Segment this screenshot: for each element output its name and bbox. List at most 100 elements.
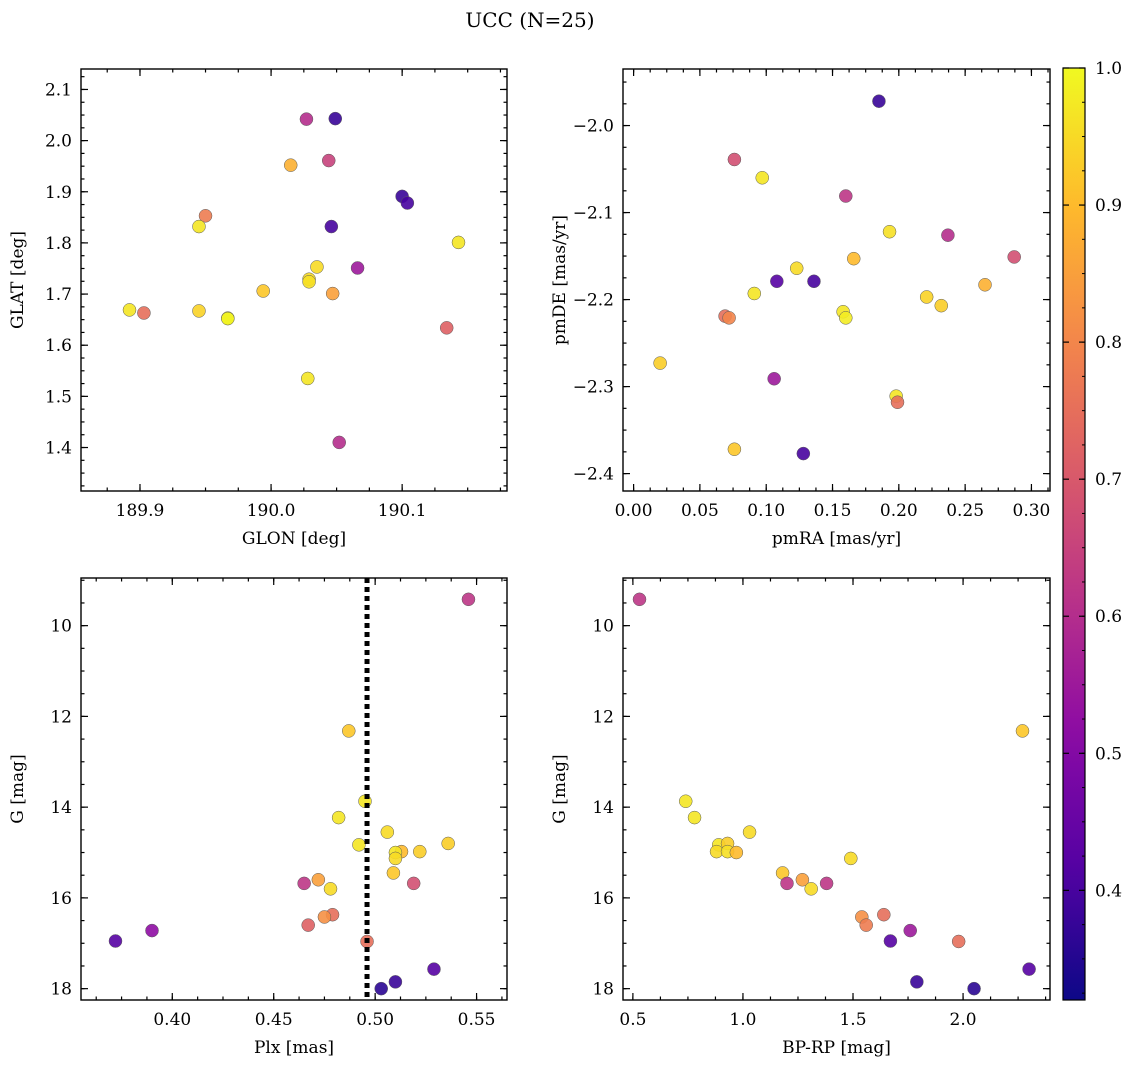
data-point: [846, 251, 861, 266]
data-point: [882, 224, 897, 239]
y-tick-label: 16: [592, 889, 614, 909]
x-tick-label: 190.1: [378, 501, 427, 521]
data-point: [910, 975, 924, 989]
data-point: [742, 825, 757, 839]
data-point: [192, 304, 206, 318]
data-point: [877, 907, 891, 922]
points: [122, 111, 466, 450]
data-point: [352, 838, 366, 852]
data-point: [678, 794, 693, 809]
x-tick-label: 0.05: [681, 501, 719, 521]
y-tick-label: 12: [592, 707, 614, 727]
colorbar-tick-label: 0.7: [1095, 470, 1122, 490]
axes-frame: [622, 68, 1051, 492]
y-tick-label: 18: [592, 980, 614, 1000]
data-point: [796, 446, 811, 461]
x-tick-label: 1.5: [839, 1010, 866, 1030]
data-point: [978, 278, 992, 292]
figure-title: UCC (N=25): [465, 8, 594, 32]
data-point: [386, 866, 401, 880]
data-point: [441, 836, 455, 851]
data-point: [256, 284, 270, 298]
data-point: [321, 153, 336, 168]
data-point: [839, 311, 853, 325]
data-point: [374, 981, 388, 996]
data-point: [332, 435, 346, 450]
data-point: [317, 910, 332, 924]
data-point: [145, 923, 159, 938]
data-point: [350, 261, 365, 275]
data-point: [890, 395, 905, 409]
data-point: [388, 851, 403, 866]
data-point: [342, 724, 356, 738]
data-point: [632, 592, 647, 607]
data-point: [767, 372, 781, 386]
x-tick-label: 0.40: [153, 1010, 191, 1030]
x-axis-label: pmRA [mas/yr]: [772, 529, 901, 549]
y-tick-label: 1.5: [45, 387, 72, 407]
x-tick-label: 2.0: [950, 1010, 977, 1030]
data-point: [872, 94, 886, 108]
data-point: [859, 918, 873, 932]
data-point: [302, 275, 316, 289]
y-tick-label: 1.6: [45, 336, 72, 356]
points: [108, 592, 476, 996]
y-tick-label: 1.9: [45, 183, 72, 203]
ticks: [81, 578, 507, 1000]
data-point: [747, 286, 762, 301]
data-point: [301, 371, 315, 386]
ticks: [623, 69, 1050, 491]
y-tick-label: 16: [50, 889, 72, 909]
ticks: [623, 578, 1050, 1000]
data-point: [653, 356, 667, 370]
y-axis-label: pmDE [mas/yr]: [550, 215, 570, 345]
data-point: [727, 442, 742, 456]
x-tick-label: 0.45: [255, 1010, 293, 1030]
x-axis-label: GLON [deg]: [242, 529, 346, 549]
data-point: [137, 306, 151, 320]
y-tick-label: −2.4: [573, 465, 614, 485]
data-point: [192, 219, 206, 234]
y-tick-label: 14: [50, 798, 72, 818]
data-point: [413, 844, 427, 859]
colorbar-tick-label: 0.6: [1095, 607, 1122, 627]
data-point: [839, 189, 853, 203]
y-tick-label: −2.2: [573, 291, 614, 311]
data-point: [755, 171, 769, 185]
x-tick-label: 1.0: [729, 1010, 756, 1030]
panel-3: 0.40 0.45 0.50 0.55 10 12 14 16 18 Plx [mas] G [ma…: [8, 577, 508, 1058]
data-point: [819, 876, 834, 891]
y-tick-label: −2.0: [573, 117, 614, 137]
panel-1: 189.9 190.0 190.1 1.4 1.5 1.6 1.7 1.8 1.9 2.0 2.1 G…: [8, 68, 508, 549]
data-point: [967, 981, 981, 996]
data-point: [323, 882, 338, 896]
colorbar-tick-label: 0.4: [1095, 881, 1122, 901]
data-point: [325, 286, 340, 301]
x-tick-label: 0.20: [880, 501, 918, 521]
y-tick-label: −2.3: [573, 378, 614, 398]
data-point: [903, 923, 917, 938]
data-point: [122, 303, 137, 317]
y-tick-label: 1.8: [45, 234, 72, 254]
data-point: [297, 876, 311, 891]
colorbar-tick-label: 0.9: [1095, 196, 1122, 216]
data-point: [770, 274, 784, 289]
x-tick-label: 190.0: [247, 501, 296, 521]
data-point: [804, 882, 818, 896]
data-point: [1022, 962, 1036, 976]
x-tick-label: 189.9: [116, 501, 165, 521]
panel-4: 0.5 1.0 1.5 2.0 10 12 14 16 18 BP-RP [mag] G [mag]: [550, 577, 1051, 1058]
data-point: [439, 321, 454, 335]
x-tick-label: 0.10: [747, 501, 785, 521]
data-point: [461, 592, 476, 607]
data-point: [388, 975, 403, 989]
data-point: [451, 235, 466, 250]
x-tick-label: 0.15: [814, 501, 852, 521]
y-axis-label: G [mag]: [550, 754, 570, 823]
data-point: [380, 825, 395, 839]
ticks: [81, 69, 507, 491]
data-point: [1007, 250, 1021, 264]
data-point: [311, 873, 326, 887]
data-point: [729, 845, 744, 860]
data-point: [941, 228, 955, 242]
